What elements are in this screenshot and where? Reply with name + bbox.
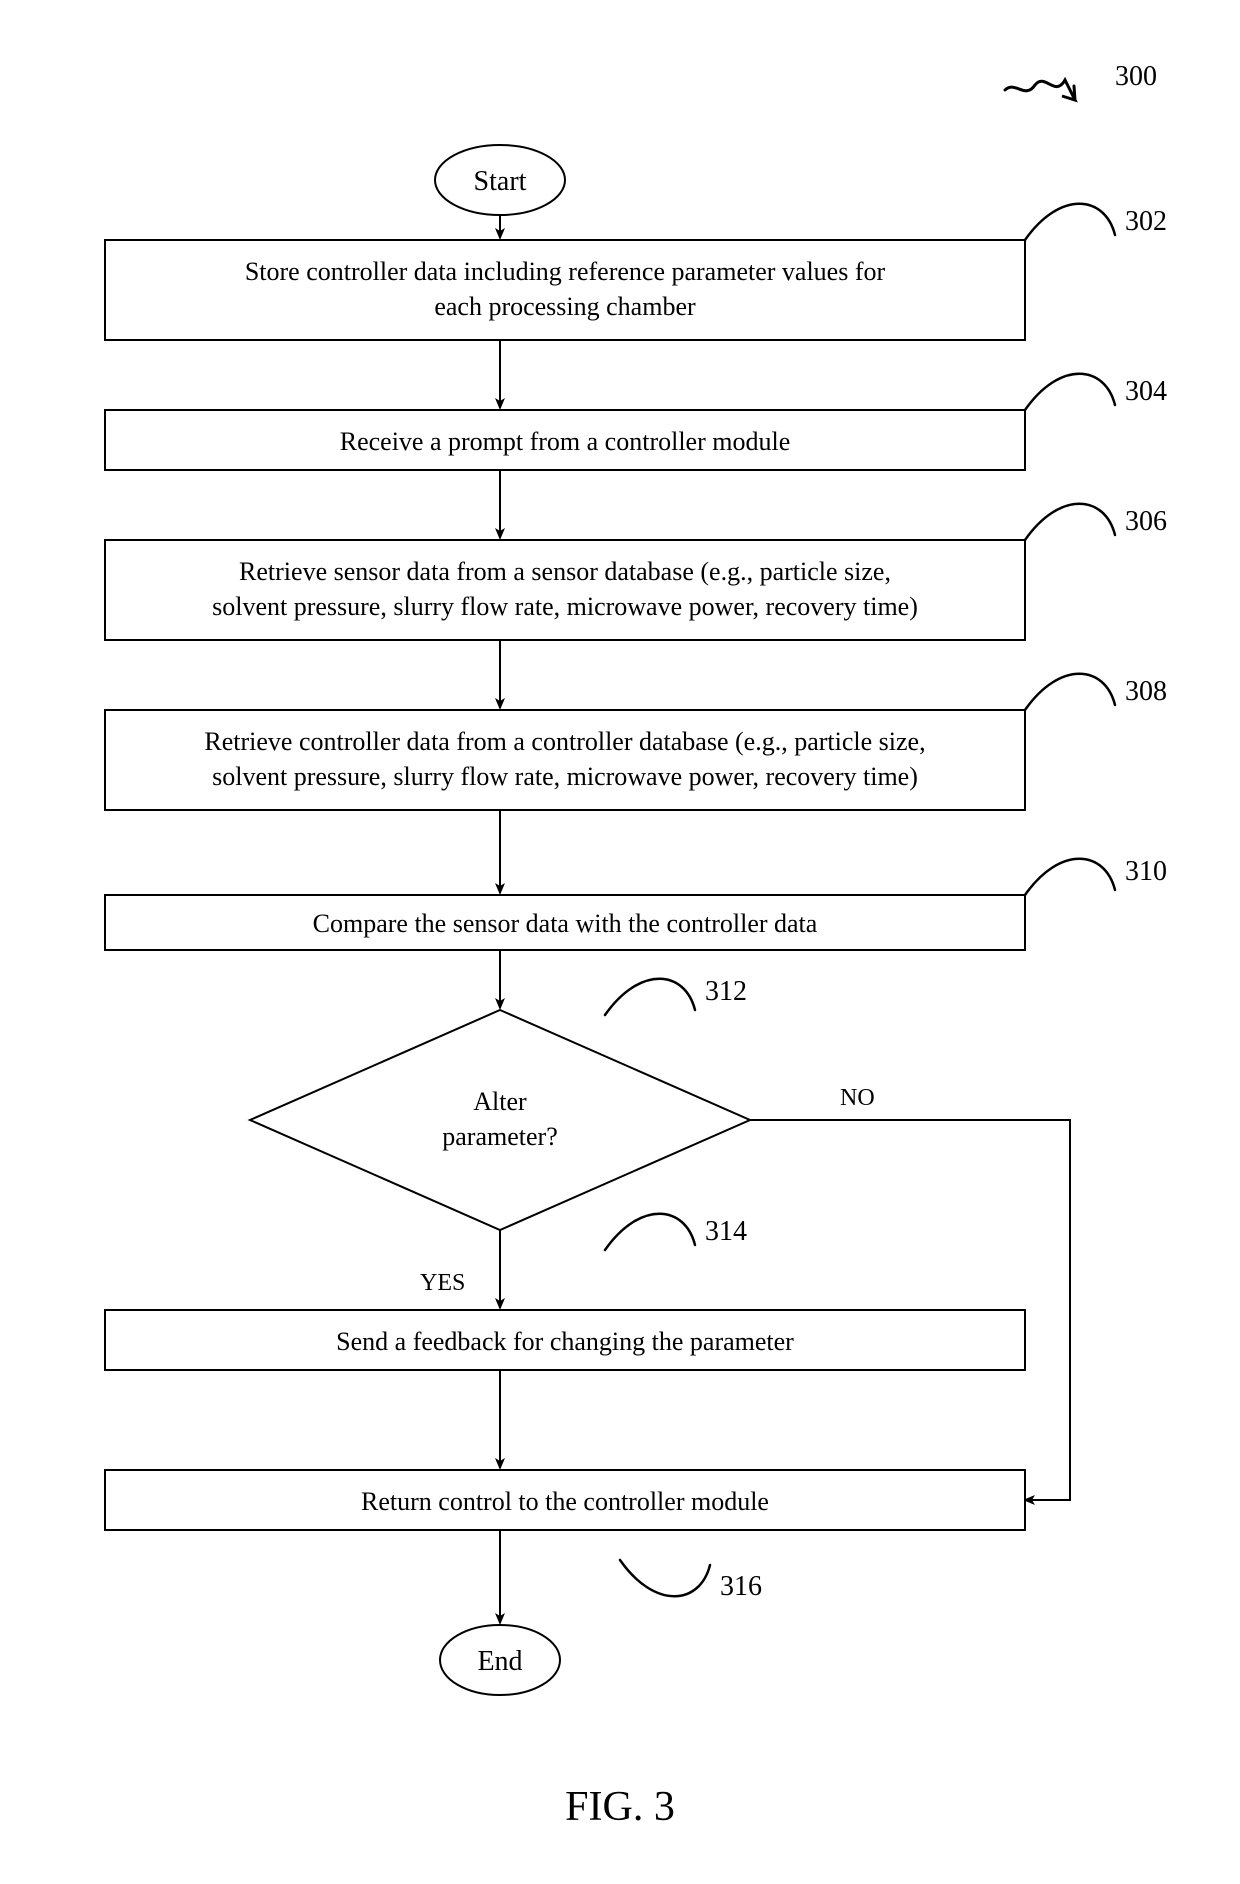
terminal-start: Start [435, 145, 565, 215]
svg-text:314: 314 [705, 1216, 747, 1247]
svg-text:Send a feedback for changing t: Send a feedback for changing the paramet… [336, 1327, 794, 1356]
svg-text:Compare the sensor data with t: Compare the sensor data with the control… [313, 909, 818, 938]
callout-314: 314 [605, 1214, 747, 1250]
svg-text:each processing chamber: each processing chamber [434, 292, 696, 321]
svg-text:Retrieve controller data from: Retrieve controller data from a controll… [204, 727, 925, 756]
svg-text:316: 316 [720, 1571, 762, 1602]
svg-text:302: 302 [1125, 206, 1167, 237]
callout-308: 308 [1025, 674, 1167, 710]
callout-310: 310 [1025, 856, 1167, 895]
node-316: Return control to the controller module [105, 1470, 1025, 1530]
node-306: Retrieve sensor data from a sensor datab… [105, 540, 1025, 640]
svg-text:Store controller data includin: Store controller data including referenc… [245, 257, 886, 286]
svg-text:parameter?: parameter? [442, 1122, 557, 1151]
svg-text:308: 308 [1125, 676, 1167, 707]
svg-text:solvent pressure, slurry flow: solvent pressure, slurry flow rate, micr… [212, 592, 918, 621]
node-302: Store controller data including referenc… [105, 240, 1025, 340]
edge-312-no: NO [750, 1085, 1070, 1500]
svg-text:YES: YES [420, 1270, 465, 1296]
node-314: Send a feedback for changing the paramet… [105, 1310, 1025, 1370]
figure-caption: FIG. 3 [565, 1784, 675, 1830]
callout-312: 312 [605, 976, 747, 1015]
svg-text:304: 304 [1125, 376, 1167, 407]
svg-text:306: 306 [1125, 506, 1167, 537]
svg-text:solvent pressure, slurry flow: solvent pressure, slurry flow rate, micr… [212, 762, 918, 791]
node-310: Compare the sensor data with the control… [105, 895, 1025, 950]
callout-304: 304 [1025, 374, 1167, 410]
svg-text:312: 312 [705, 976, 747, 1007]
svg-text:NO: NO [840, 1085, 875, 1111]
svg-text:Start: Start [474, 166, 527, 197]
svg-text:Retrieve sensor data from a se: Retrieve sensor data from a sensor datab… [239, 557, 891, 586]
label-300: 300 [1115, 61, 1157, 92]
svg-text:End: End [477, 1646, 522, 1677]
svg-text:Alter: Alter [473, 1087, 527, 1116]
node-308: Retrieve controller data from a controll… [105, 710, 1025, 810]
callout-306: 306 [1025, 504, 1167, 540]
callout-302: 302 [1025, 204, 1167, 240]
svg-text:310: 310 [1125, 856, 1167, 887]
figure-label-300: 300 [1005, 61, 1157, 100]
node-304: Receive a prompt from a controller modul… [105, 410, 1025, 470]
callout-316: 316 [620, 1560, 762, 1602]
node-312-decision: Alter parameter? [250, 1010, 750, 1230]
svg-text:Return control to the controll: Return control to the controller module [361, 1487, 769, 1516]
svg-text:Receive a prompt from a contro: Receive a prompt from a controller modul… [340, 427, 791, 456]
edge-312-yes: YES [420, 1230, 500, 1308]
terminal-end: End [440, 1625, 560, 1695]
